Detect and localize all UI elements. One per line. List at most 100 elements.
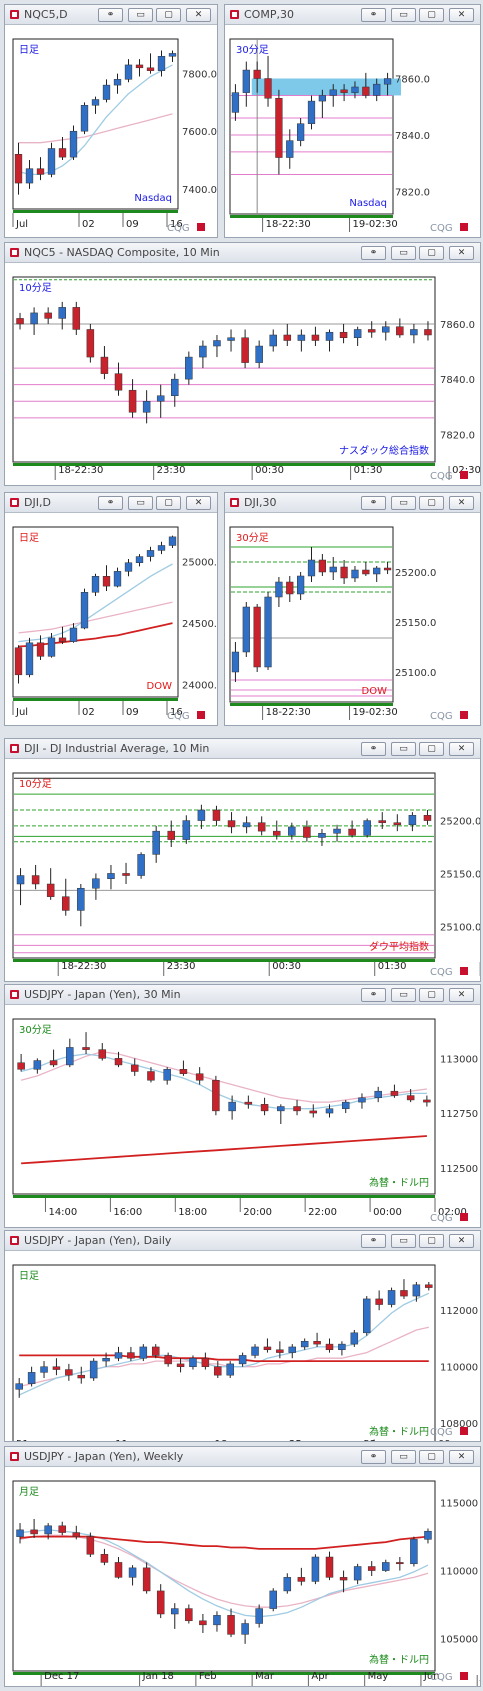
chart-window-usdjpy-30min[interactable]: USDJPY - Japan (Yen), 30 Min ⚭ ▭ ▢ ✕ 30分足 為替・ド…	[4, 984, 481, 1228]
chart-dji-30min[interactable]: 30分足 DOW 25200.0 25150.0 25100.0 18-22:30 19-0…	[225, 513, 480, 725]
window-titlebar[interactable]: NQC5 - NASDAQ Composite, 10 Min ⚭ ▭ ▢ ✕	[5, 243, 480, 263]
restore-button[interactable]: ▢	[156, 496, 181, 510]
candle	[66, 1038, 74, 1068]
candle-body	[46, 883, 55, 897]
minimize-button[interactable]: ▭	[128, 8, 153, 22]
link-button[interactable]: ⚭	[361, 496, 386, 510]
window-titlebar[interactable]: USDJPY - Japan (Yen), 30 Min ⚭ ▭ ▢ ✕	[5, 985, 480, 1005]
candle-body	[30, 1529, 38, 1535]
candle	[367, 1561, 376, 1576]
candle-body	[212, 1080, 220, 1112]
window-titlebar[interactable]: COMP,30 ⚭ ▭ ▢ ✕	[225, 5, 480, 25]
chart-window-comp-30min[interactable]: COMP,30 ⚭ ▭ ▢ ✕ 30分足 Nasdaq 7860.0 7840.0 7820.0 1…	[224, 4, 481, 238]
candle	[44, 307, 52, 324]
candle	[257, 816, 266, 836]
candle-body	[350, 1332, 359, 1345]
window-titlebar[interactable]: DJI,D ⚭ ▭ ▢ ✕	[5, 493, 217, 513]
candle-body	[329, 566, 337, 573]
candle	[102, 1352, 110, 1367]
candle-body	[91, 99, 100, 106]
link-button[interactable]: ⚭	[361, 8, 386, 22]
restore-button[interactable]: ▢	[419, 1450, 444, 1464]
minimize-button[interactable]: ▭	[391, 246, 416, 260]
chart-window-nqc5-10min[interactable]: NQC5 - NASDAQ Composite, 10 Min ⚭ ▭ ▢ ✕ 10分足ナ…	[4, 242, 481, 486]
link-button[interactable]: ⚭	[361, 742, 386, 756]
close-button[interactable]: ✕	[449, 246, 474, 260]
minimize-button[interactable]: ▭	[391, 988, 416, 1002]
chart-window-dji-daily[interactable]: DJI,D ⚭ ▭ ▢ ✕ 日足 DOW 25000.0 24500.0 24000.0 Jul 02…	[4, 492, 218, 726]
restore-button[interactable]: ▢	[419, 8, 444, 22]
window-titlebar[interactable]: DJI,30 ⚭ ▭ ▢ ✕	[225, 493, 480, 513]
minimize-button[interactable]: ▭	[391, 742, 416, 756]
minimize-button[interactable]: ▭	[391, 8, 416, 22]
link-button[interactable]: ⚭	[361, 246, 386, 260]
candle-body	[33, 1060, 42, 1070]
x-tick-label: Jun	[423, 1671, 440, 1682]
x-tick-label: 18	[215, 1439, 228, 1441]
cqg-logo-mark	[197, 711, 205, 719]
candle-body	[333, 828, 341, 834]
restore-button[interactable]: ▢	[156, 8, 181, 22]
close-button[interactable]: ✕	[449, 1450, 474, 1464]
chart-comp-30min[interactable]: 30分足 Nasdaq 7860.0 7840.0 7820.0 18-22:30 19-0…	[225, 25, 480, 237]
candle	[325, 329, 334, 352]
candle	[137, 852, 145, 879]
candle-body	[58, 1525, 66, 1533]
candle	[311, 326, 320, 347]
link-button[interactable]: ⚭	[98, 496, 123, 510]
candle-body	[185, 356, 193, 380]
chart-window-dji-30min[interactable]: DJI,30 ⚭ ▭ ▢ ✕ 30分足 DOW 25200.0 25150.0 25100.0 18…	[224, 492, 481, 726]
candle-body	[348, 828, 356, 836]
chart-window-usdjpy-daily[interactable]: USDJPY - Japan (Yen), Daily ⚭ ▭ ▢ ✕ 日足 為替・ドル円 1…	[4, 1230, 481, 1442]
window-titlebar[interactable]: DJI - DJ Industrial Average, 10 Min ⚭ ▭ ▢ ✕	[5, 739, 480, 759]
minimize-button[interactable]: ▭	[391, 1234, 416, 1248]
close-button[interactable]: ✕	[449, 988, 474, 1002]
restore-button[interactable]: ▢	[419, 742, 444, 756]
candle-body	[286, 140, 294, 158]
chart-window-dji-10min[interactable]: DJI - DJ Industrial Average, 10 Min ⚭ ▭ ▢ ✕ 1…	[4, 738, 481, 982]
minimize-button[interactable]: ▭	[391, 496, 416, 510]
window-titlebar[interactable]: USDJPY - Japan (Yen), Weekly ⚭ ▭ ▢ ✕	[5, 1447, 480, 1467]
candle	[351, 566, 359, 582]
y-tick-label: 112750	[440, 1109, 478, 1120]
restore-button[interactable]: ▢	[419, 496, 444, 510]
candle-body	[286, 581, 294, 595]
close-button[interactable]: ✕	[186, 8, 211, 22]
restore-button[interactable]: ▢	[419, 988, 444, 1002]
candle-body	[227, 337, 235, 341]
restore-button[interactable]: ▢	[419, 1234, 444, 1248]
link-button[interactable]: ⚭	[361, 1234, 386, 1248]
chart-window-nqc5-daily[interactable]: NQC5,D ⚭ ▭ ▢ ✕ 日足 Nasdaq 7800.0 7600.0 7400.0 Jul 0…	[4, 4, 218, 238]
candle	[382, 1559, 390, 1572]
chart-window-usdjpy-weekly[interactable]: USDJPY - Japan (Yen), Weekly ⚭ ▭ ▢ ✕ 月足 為替・ドル円…	[4, 1446, 481, 1687]
restore-button[interactable]: ▢	[419, 246, 444, 260]
close-button[interactable]: ✕	[449, 1234, 474, 1248]
close-button[interactable]: ✕	[449, 8, 474, 22]
cqg-logo-mark	[460, 967, 468, 975]
x-tick-label: 23:30	[157, 465, 186, 476]
window-titlebar[interactable]: NQC5,D ⚭ ▭ ▢ ✕	[5, 5, 217, 25]
link-button[interactable]: ⚭	[361, 988, 386, 1002]
candle	[102, 79, 111, 103]
minimize-button[interactable]: ▭	[391, 1450, 416, 1464]
candle-body	[340, 89, 348, 93]
candle	[423, 1095, 431, 1107]
candle	[142, 1562, 151, 1594]
close-button[interactable]: ✕	[186, 496, 211, 510]
link-button[interactable]: ⚭	[98, 8, 123, 22]
minimize-button[interactable]: ▭	[128, 496, 153, 510]
close-button[interactable]: ✕	[449, 496, 474, 510]
candle	[102, 565, 111, 592]
window-titlebar[interactable]: USDJPY - Japan (Yen), Daily ⚭ ▭ ▢ ✕	[5, 1231, 480, 1251]
close-button[interactable]: ✕	[449, 742, 474, 756]
y-tick-label: 25000.0	[182, 557, 217, 568]
x-tick-label: 18:00	[178, 1207, 207, 1218]
link-button[interactable]: ⚭	[361, 1450, 386, 1464]
